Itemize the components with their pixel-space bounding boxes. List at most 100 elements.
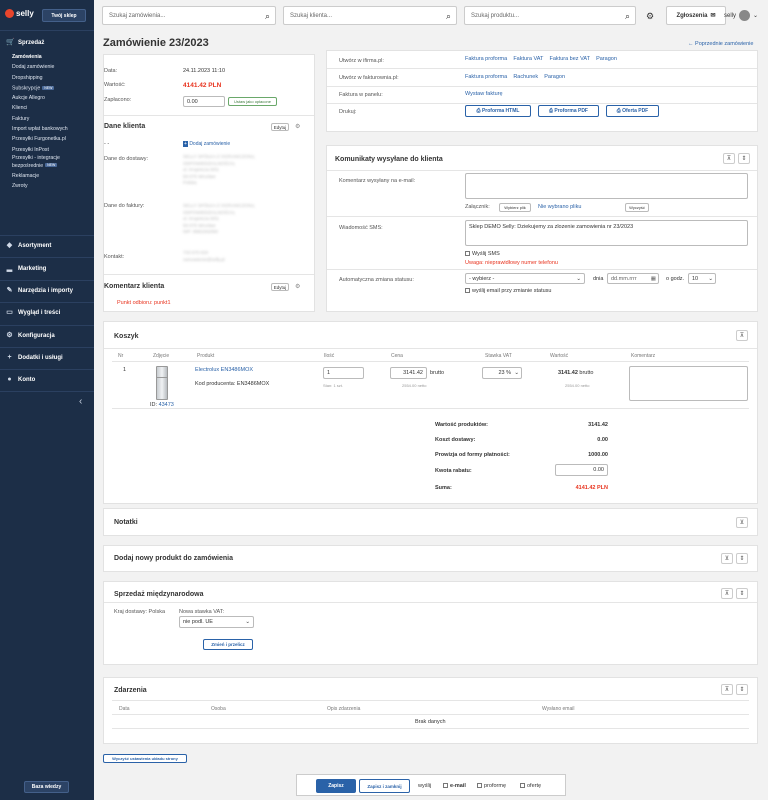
edit-comment-button[interactable]: Edytuj: [271, 283, 289, 291]
search-client-input[interactable]: Szukaj klienta... ⌕: [283, 6, 457, 25]
price-input[interactable]: 3141.42: [390, 367, 427, 379]
collapse-icon[interactable]: ⊼: [736, 330, 748, 341]
sidebar-section-account[interactable]: ● Konto: [0, 376, 94, 383]
sidebar-item-inpost[interactable]: Przesyłki InPost: [12, 146, 49, 153]
sidebar-item-dropshipping[interactable]: Dropshipping: [12, 74, 43, 81]
fakturownia-receipt-link[interactable]: Paragon: [544, 74, 566, 80]
collapse-icon[interactable]: ⊼: [721, 588, 733, 599]
search-product-input[interactable]: Szukaj produktu... ⌕: [464, 6, 636, 25]
save-button[interactable]: Zapisz: [316, 779, 356, 793]
save-close-button[interactable]: Zapisz i zamknij: [359, 779, 410, 793]
user-menu[interactable]: selly ⌄: [724, 10, 758, 21]
gear-icon[interactable]: ⚙: [295, 284, 301, 290]
sidebar-item-integrations[interactable]: Przesyłki - integracje bezpośrednie NEW: [12, 155, 92, 171]
sidebar-item-clients[interactable]: Klienci: [12, 105, 28, 112]
sidebar-section-appearance[interactable]: ▭ Wygląd i treści: [0, 309, 94, 316]
product-id-link[interactable]: 43473: [158, 402, 174, 408]
fakturownia-proforma-link[interactable]: Faktura proforma: [465, 74, 508, 80]
sidebar-section-sales[interactable]: 🛒 Sprzedaż: [0, 39, 94, 46]
checkbox[interactable]: [443, 783, 448, 789]
search-orders-input[interactable]: Szukaj zamówienia... ⌕: [102, 6, 276, 25]
checkbox[interactable]: [465, 251, 470, 257]
paid-input[interactable]: 0.00: [183, 96, 225, 107]
selly-logo[interactable]: selly: [5, 9, 34, 18]
auto-status-select[interactable]: - wybierz - ⌄: [465, 273, 585, 284]
quantity-input[interactable]: 1: [323, 367, 364, 379]
vat-rate-select[interactable]: nie podl. UE ⌄: [179, 616, 254, 628]
new-badge: NEW: [45, 162, 58, 167]
ifirma-vat-link[interactable]: Faktura VAT: [513, 56, 544, 62]
previous-order-link[interactable]: ← Poprzednie zamówienie: [688, 41, 753, 47]
sidebar-item-bank-import[interactable]: Import wpłat bankowych: [12, 126, 68, 133]
product-image[interactable]: [156, 366, 168, 400]
print-offer-pdf-button[interactable]: ⎙ Oferta PDF: [606, 105, 659, 117]
column-header-date: Data: [119, 706, 130, 712]
send-email-on-change-checkbox[interactable]: wyślij email przy zmianie statusu: [465, 288, 551, 294]
move-icon[interactable]: ⇕: [738, 153, 750, 164]
fakturownia-bill-link[interactable]: Rachunek: [513, 74, 539, 80]
print-proforma-html-button[interactable]: ⎙ Proforma HTML: [465, 105, 531, 117]
vat-select[interactable]: 23 % ⌄: [482, 367, 522, 379]
shop-button[interactable]: Twój sklep: [42, 9, 86, 22]
send-sms-checkbox[interactable]: Wyślij SMS: [465, 251, 500, 257]
sidebar-section-tools[interactable]: ✎ Narzędzia i importy: [0, 287, 94, 294]
clear-attachment-button[interactable]: Wyczyść: [625, 203, 649, 212]
mark-paid-button[interactable]: Ustaw jako opłacone: [228, 97, 277, 106]
sidebar-item-furgonetka[interactable]: Przesyłki Furgonetka.pl: [12, 136, 66, 143]
gear-icon[interactable]: ⚙: [295, 124, 301, 130]
discount-input[interactable]: 0.00: [555, 464, 608, 476]
hour-select[interactable]: 10 ⌄: [688, 273, 716, 284]
add-order-link[interactable]: + Dodaj zamówienie: [183, 141, 230, 147]
notifications-button[interactable]: Zgłoszenia ✉: [666, 6, 726, 25]
search-placeholder: Szukaj klienta...: [290, 12, 333, 19]
reset-layout-button[interactable]: Wyczyść ustawienia układu strony: [103, 754, 187, 763]
choose-file-button[interactable]: Wybierz plik: [499, 203, 531, 212]
checkbox[interactable]: [520, 783, 525, 789]
sidebar-item-allegro[interactable]: Aukcje Allegro: [12, 95, 45, 102]
calendar-icon[interactable]: ▦: [650, 275, 656, 282]
sidebar-item-invoices[interactable]: Faktury: [12, 115, 30, 122]
ifirma-proforma-link[interactable]: Faktura proforma: [465, 56, 508, 62]
email-comment-textarea[interactable]: [465, 173, 748, 199]
send-proforma-checkbox[interactable]: proformę: [477, 783, 506, 789]
help-button[interactable]: Baza wiedzy: [24, 781, 69, 793]
search-icon[interactable]: ⌕: [445, 11, 451, 21]
send-label: wyślij: [418, 783, 432, 789]
recalculate-button[interactable]: Zmień i przelicz: [203, 639, 253, 650]
expand-icon[interactable]: ⊻: [736, 517, 748, 528]
collapse-icon[interactable]: ⊼: [721, 684, 733, 695]
search-icon[interactable]: ⌕: [624, 11, 630, 21]
search-icon[interactable]: ⌕: [264, 11, 270, 21]
ifirma-no-vat-link[interactable]: Faktura bez VAT: [549, 56, 590, 62]
sidebar-item-orders[interactable]: Zamówienia: [12, 54, 42, 60]
collapse-icon[interactable]: ⊼: [723, 153, 735, 164]
divider: [104, 115, 314, 116]
item-comment-textarea[interactable]: [629, 366, 748, 401]
issue-invoice-link[interactable]: Wystaw fakturę: [465, 91, 503, 97]
checkbox[interactable]: [477, 783, 482, 789]
print-proforma-pdf-button[interactable]: ⎙ Proforma PDF: [538, 105, 599, 117]
settings-icon[interactable]: ⚙: [646, 11, 655, 21]
sidebar-item-subscriptions[interactable]: Subskrypcje NEW: [12, 83, 92, 93]
send-offer-checkbox[interactable]: ofertę: [520, 783, 541, 789]
move-icon[interactable]: ⇕: [736, 553, 748, 564]
product-name-link[interactable]: Electrolux EN3486MOX: [195, 367, 254, 373]
collapse-sidebar-icon[interactable]: ‹: [79, 396, 83, 407]
sidebar-item-add-order[interactable]: Dodaj zamówienie: [12, 64, 55, 71]
send-email-checkbox[interactable]: e-mail: [443, 783, 466, 789]
ifirma-receipt-link[interactable]: Paragon: [596, 56, 617, 62]
sidebar-item-returns[interactable]: Zwroty: [12, 183, 28, 190]
sidebar-section-marketing[interactable]: ▂ Marketing: [0, 265, 94, 272]
checkbox[interactable]: [465, 288, 470, 294]
move-icon[interactable]: ⇕: [736, 588, 748, 599]
sidebar-item-complaints[interactable]: Reklamacje: [12, 172, 40, 179]
sidebar-section-assortment[interactable]: ◆ Asortyment: [0, 242, 94, 249]
edit-client-button[interactable]: Edytuj: [271, 123, 289, 131]
date-input[interactable]: dd.mm.rrrr ▦: [607, 273, 659, 284]
expand-icon[interactable]: ⊻: [721, 553, 733, 564]
sidebar-section-addons[interactable]: + Dodatki i usługi: [0, 354, 94, 361]
sms-textarea[interactable]: Sklep DEMO Selly: Dziekujemy za zlozenie…: [465, 220, 748, 246]
move-icon[interactable]: ⇕: [736, 684, 748, 695]
sidebar-section-config[interactable]: ⚙ Konfiguracja: [0, 332, 94, 339]
products-value-label: Wartość produktów:: [435, 422, 488, 428]
